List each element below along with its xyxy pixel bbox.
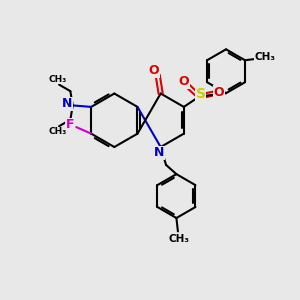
Text: N: N [154,146,164,160]
Text: CH₃: CH₃ [48,75,66,84]
Text: F: F [66,118,75,131]
Text: CH₃: CH₃ [169,234,190,244]
Text: CH₃: CH₃ [48,127,66,136]
Text: O: O [214,85,224,98]
Text: O: O [178,75,189,88]
Text: N: N [62,97,73,110]
Text: O: O [149,64,159,77]
Text: CH₃: CH₃ [255,52,276,62]
Text: S: S [196,86,206,100]
